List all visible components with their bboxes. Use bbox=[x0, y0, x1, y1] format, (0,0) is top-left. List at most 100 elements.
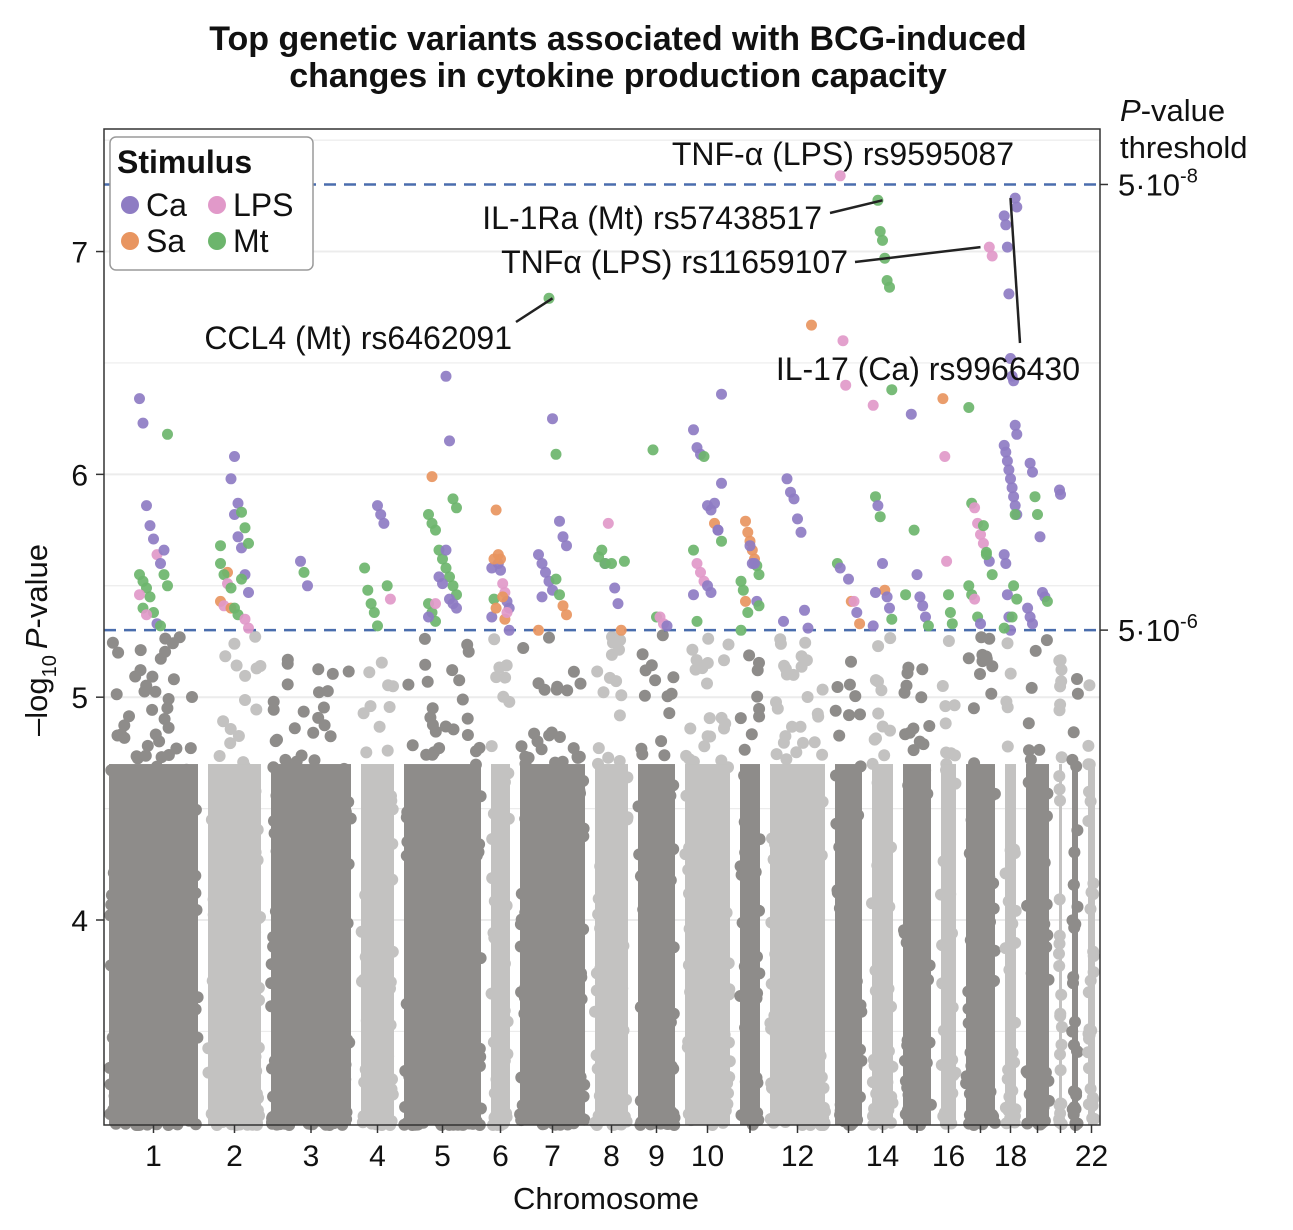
background-snp bbox=[790, 746, 803, 759]
x-axis-label: Chromosome bbox=[513, 1181, 699, 1216]
background-snp bbox=[426, 702, 439, 715]
point-mt bbox=[243, 537, 254, 549]
point-lps bbox=[834, 170, 846, 182]
annotation-leader bbox=[515, 297, 554, 324]
background-snps-chr15 bbox=[898, 661, 937, 1131]
background-snp bbox=[1024, 753, 1037, 766]
point-lps bbox=[695, 566, 706, 578]
point-ca bbox=[1009, 500, 1021, 512]
annotation-label: IL-1Ra (Mt) rs57438517 bbox=[482, 200, 822, 236]
point-ca bbox=[1027, 466, 1038, 478]
background-snp bbox=[373, 720, 386, 733]
y-tick-label: 5 bbox=[71, 682, 88, 715]
threshold-mantissa: 5·10 bbox=[1118, 613, 1180, 648]
y-axis-label: –log10 P-value bbox=[19, 544, 61, 736]
point-lps bbox=[384, 593, 396, 605]
threshold-mantissa: 5·10 bbox=[1118, 167, 1180, 202]
y-axis-label-prefix: –log bbox=[19, 677, 54, 736]
point-ca bbox=[1022, 602, 1034, 614]
point-lps bbox=[867, 399, 879, 411]
background-snp bbox=[360, 746, 373, 759]
background-snp bbox=[655, 735, 668, 748]
background-snp bbox=[326, 667, 339, 680]
point-ca bbox=[378, 517, 390, 529]
background-snp bbox=[1033, 743, 1046, 756]
background-snp bbox=[456, 693, 469, 706]
point-lps bbox=[986, 250, 998, 262]
background-snp bbox=[778, 659, 791, 672]
background-snp bbox=[170, 742, 183, 755]
point-ca bbox=[1005, 473, 1016, 485]
background-snp-band bbox=[941, 764, 956, 1125]
background-snp bbox=[868, 733, 881, 746]
background-snp-band bbox=[835, 764, 862, 1125]
background-snp bbox=[446, 664, 459, 677]
legend: Stimulus Ca LPS Sa Mt bbox=[109, 136, 314, 271]
point-mt bbox=[215, 540, 226, 552]
background-snp bbox=[161, 702, 174, 715]
point-mt bbox=[155, 620, 166, 632]
threshold-heading-suffix: -value bbox=[1141, 93, 1225, 128]
annotation-leaders bbox=[515, 197, 1022, 344]
background-snp bbox=[939, 717, 952, 730]
y-axis-label-italic: P bbox=[19, 628, 54, 649]
background-snp bbox=[453, 674, 466, 687]
point-ca bbox=[781, 473, 793, 485]
point-lps bbox=[975, 529, 986, 540]
point-sa bbox=[561, 609, 572, 621]
background-snp bbox=[111, 729, 124, 742]
point-ca bbox=[229, 451, 240, 462]
point-sa bbox=[533, 624, 544, 636]
background-snp bbox=[1040, 634, 1053, 647]
point-ca bbox=[975, 618, 986, 630]
background-snp bbox=[167, 673, 180, 686]
point-mt bbox=[162, 580, 173, 592]
point-mt bbox=[998, 622, 1010, 634]
background-snp bbox=[743, 649, 756, 662]
point-mt bbox=[716, 535, 727, 547]
background-snp bbox=[702, 632, 715, 645]
background-snp bbox=[488, 633, 501, 646]
background-snp bbox=[184, 742, 197, 755]
point-ca bbox=[557, 531, 569, 543]
background-snp bbox=[833, 729, 846, 742]
point-ca bbox=[917, 600, 929, 612]
background-snp bbox=[811, 707, 824, 720]
y-axis-label-suffix: -value bbox=[19, 544, 54, 628]
background-snp bbox=[661, 690, 674, 703]
point-mt bbox=[236, 506, 247, 518]
point-ca bbox=[1024, 457, 1036, 469]
background-snps-chr5 bbox=[398, 632, 487, 1131]
point-ca bbox=[144, 520, 156, 532]
point-mt bbox=[368, 607, 380, 618]
background-snp bbox=[745, 728, 758, 741]
background-snp bbox=[636, 648, 649, 661]
point-ca bbox=[232, 497, 244, 509]
background-snp bbox=[902, 661, 915, 674]
y-tick-label: 6 bbox=[71, 459, 88, 492]
legend-swatch-lps bbox=[208, 196, 226, 214]
threshold-label: 5·10-8 bbox=[1118, 165, 1198, 202]
background-snps-chr13 bbox=[829, 655, 868, 1131]
background-snp bbox=[433, 742, 446, 755]
threshold-exponent: -6 bbox=[1180, 611, 1198, 633]
point-ca bbox=[834, 562, 846, 574]
background-snp bbox=[561, 684, 574, 697]
background-snps bbox=[103, 629, 1101, 1131]
background-snp bbox=[312, 711, 325, 724]
background-snp bbox=[718, 654, 730, 667]
point-ca bbox=[1000, 446, 1012, 458]
plot-area bbox=[103, 128, 1101, 1131]
y-axis: 4 5 6 7 bbox=[71, 237, 104, 938]
background-snp bbox=[738, 743, 751, 756]
background-snp bbox=[1001, 637, 1014, 650]
point-mt bbox=[944, 607, 956, 618]
point-mt bbox=[980, 549, 992, 561]
point-mt bbox=[753, 569, 765, 581]
point-ca bbox=[1003, 464, 1015, 476]
background-snp bbox=[591, 665, 604, 678]
background-snp bbox=[461, 712, 474, 725]
point-mt bbox=[158, 569, 170, 581]
background-snp bbox=[1082, 739, 1095, 752]
